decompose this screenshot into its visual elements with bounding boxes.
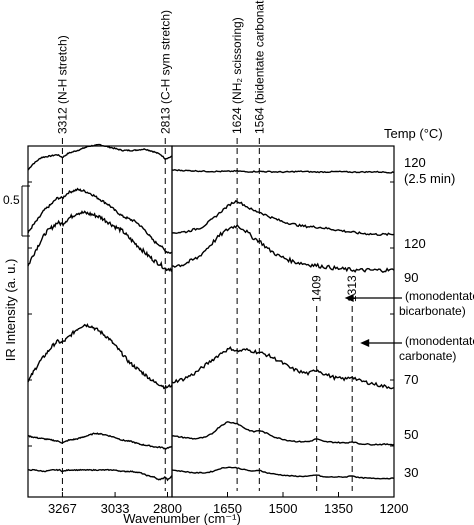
series-label: 50 (404, 427, 418, 442)
right-panel: 1650 1500 1350 1200 1624 (NH₂ scissoring) 156… (171, 0, 409, 516)
series-line-right (171, 199, 395, 237)
x-axis-label: Wavenumber (cm⁻¹) (123, 511, 241, 525)
series-label: 120 (404, 155, 426, 170)
annotation-label: carbonate) (399, 349, 456, 363)
annotation-arrowhead (344, 294, 354, 302)
marker-line-label: 1624 (NH₂ scissoring) (230, 17, 244, 134)
scale-bar-label: 0.5 (3, 193, 20, 207)
series-line-right (171, 168, 395, 174)
right-x-tick-label: 1200 (380, 501, 409, 516)
series-line-left (27, 468, 173, 482)
series-line-left (27, 432, 173, 450)
scale-bar: 0.5 (3, 185, 30, 237)
series-line-left (27, 187, 172, 254)
series-line-left (27, 210, 173, 273)
annotations: (monodentatebicarbonate)(monodentatecarb… (344, 289, 474, 363)
marker-line-label: 2813 (C-H sym stretch) (158, 10, 172, 134)
marker-line-label: 1409 (310, 275, 324, 302)
series-line-left (27, 143, 173, 171)
annotation-label: (monodentate (405, 289, 474, 303)
annotation-label: (monodentate (405, 334, 474, 348)
series-line-left (27, 323, 173, 390)
series-line-right (171, 223, 395, 274)
series-label: 120 (404, 236, 426, 251)
left-x-tick-label: 2800 (153, 501, 182, 516)
y-axis-label: IR Intensity (a. u.) (3, 259, 18, 362)
marker-line-label: 1313 (345, 275, 359, 302)
series-label: 70 (404, 372, 418, 387)
series-line-right (171, 466, 395, 480)
marker-line-label: 1564 (bidentate carbonate) (252, 0, 266, 134)
legend-title: Temp (°C) (384, 126, 443, 141)
series-label: 90 (404, 270, 418, 285)
left-panel-frame (27, 145, 173, 498)
left-panel: 3267 3033 2800 3312 (N-H stretch) 2813 (C-H … (27, 10, 182, 516)
annotation-label: bicarbonate) (399, 304, 466, 318)
marker-line-label: 3312 (N-H stretch) (55, 35, 69, 134)
right-x-tick-label: 1650 (213, 501, 242, 516)
right-x-tick-label: 1350 (324, 501, 353, 516)
series-line-right (171, 421, 395, 446)
annotation-arrowhead (360, 339, 370, 347)
left-x-tick-label: 3267 (48, 501, 77, 516)
left-x-tick-label: 3033 (101, 501, 130, 516)
right-x-tick-label: 1500 (269, 501, 298, 516)
series-label: 30 (404, 465, 418, 480)
series-line-right (171, 346, 395, 390)
series-label: (2.5 min) (404, 171, 455, 186)
